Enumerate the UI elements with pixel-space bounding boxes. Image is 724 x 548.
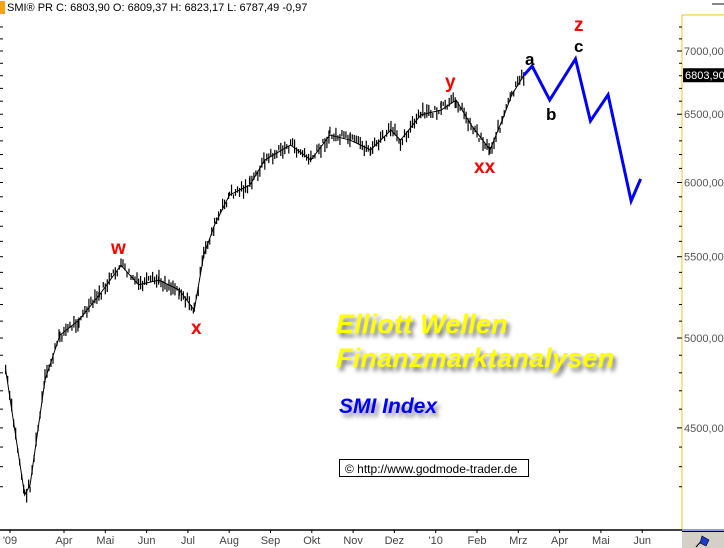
drawing-tool-button[interactable] bbox=[682, 531, 724, 548]
x-tick-label: Dez bbox=[385, 535, 405, 547]
x-tick-label: '09 bbox=[3, 535, 17, 547]
x-tick-label: '10 bbox=[429, 535, 443, 547]
y-tick-label: 5500,00 bbox=[684, 252, 724, 264]
overlay-title-line2: Finanzmarktanalysen bbox=[336, 343, 615, 373]
y-tick-label: 6500,00 bbox=[684, 109, 724, 121]
y-tick-label: 4500,00 bbox=[684, 423, 724, 435]
wave-label-x: x bbox=[191, 318, 202, 339]
y-tick-label: 7000,00 bbox=[684, 46, 724, 58]
wave-label-b: b bbox=[546, 105, 557, 124]
pencil-flag-icon bbox=[695, 535, 710, 548]
series-color-marker bbox=[0, 1, 5, 14]
overlay-index-name: SMI Index bbox=[339, 395, 438, 418]
quote-text: SMI® PR C: 6803,90 O: 6809,37 H: 6823,17… bbox=[7, 1, 308, 14]
x-tick-label: Jul bbox=[181, 535, 195, 547]
current-price-box bbox=[683, 68, 724, 83]
x-tick-label: Jun bbox=[633, 535, 651, 547]
current-price-label: 6803,90 bbox=[685, 70, 724, 82]
x-tick-label: Sep bbox=[261, 535, 281, 547]
x-tick-label: Mai bbox=[96, 535, 114, 547]
wave-label-c: c bbox=[574, 37, 584, 56]
projection-line bbox=[522, 55, 643, 206]
x-tick-label: Nov bbox=[343, 535, 363, 547]
x-tick-label: Jun bbox=[138, 535, 156, 547]
price-line bbox=[5, 74, 525, 497]
x-tick-label: Apr bbox=[55, 535, 72, 547]
y-tick-label: 5000,00 bbox=[684, 333, 724, 345]
minimize-button[interactable] bbox=[712, 3, 724, 5]
y-tick-label: 6000,00 bbox=[684, 177, 724, 189]
wave-label-xx: xx bbox=[474, 157, 496, 178]
wave-label-a: a bbox=[525, 50, 535, 69]
quote-header: SMI® PR C: 6803,90 O: 6809,37 H: 6823,17… bbox=[0, 0, 307, 15]
x-tick-label: Okt bbox=[303, 535, 320, 547]
x-tick-label: Feb bbox=[468, 535, 487, 547]
wave-label-y: y bbox=[445, 72, 456, 93]
wave-label-w: w bbox=[111, 238, 126, 259]
x-tick-label: Mai bbox=[592, 535, 610, 547]
wave-label-z: z bbox=[574, 15, 584, 36]
copyright-box[interactable]: © http://www.godmode-trader.de bbox=[339, 459, 529, 477]
x-tick-label: Aug bbox=[219, 535, 239, 547]
x-tick-label: Mrz bbox=[509, 535, 527, 547]
x-tick-label: Apr bbox=[551, 535, 568, 547]
overlay-title-line1: Elliott Wellen bbox=[336, 309, 508, 339]
